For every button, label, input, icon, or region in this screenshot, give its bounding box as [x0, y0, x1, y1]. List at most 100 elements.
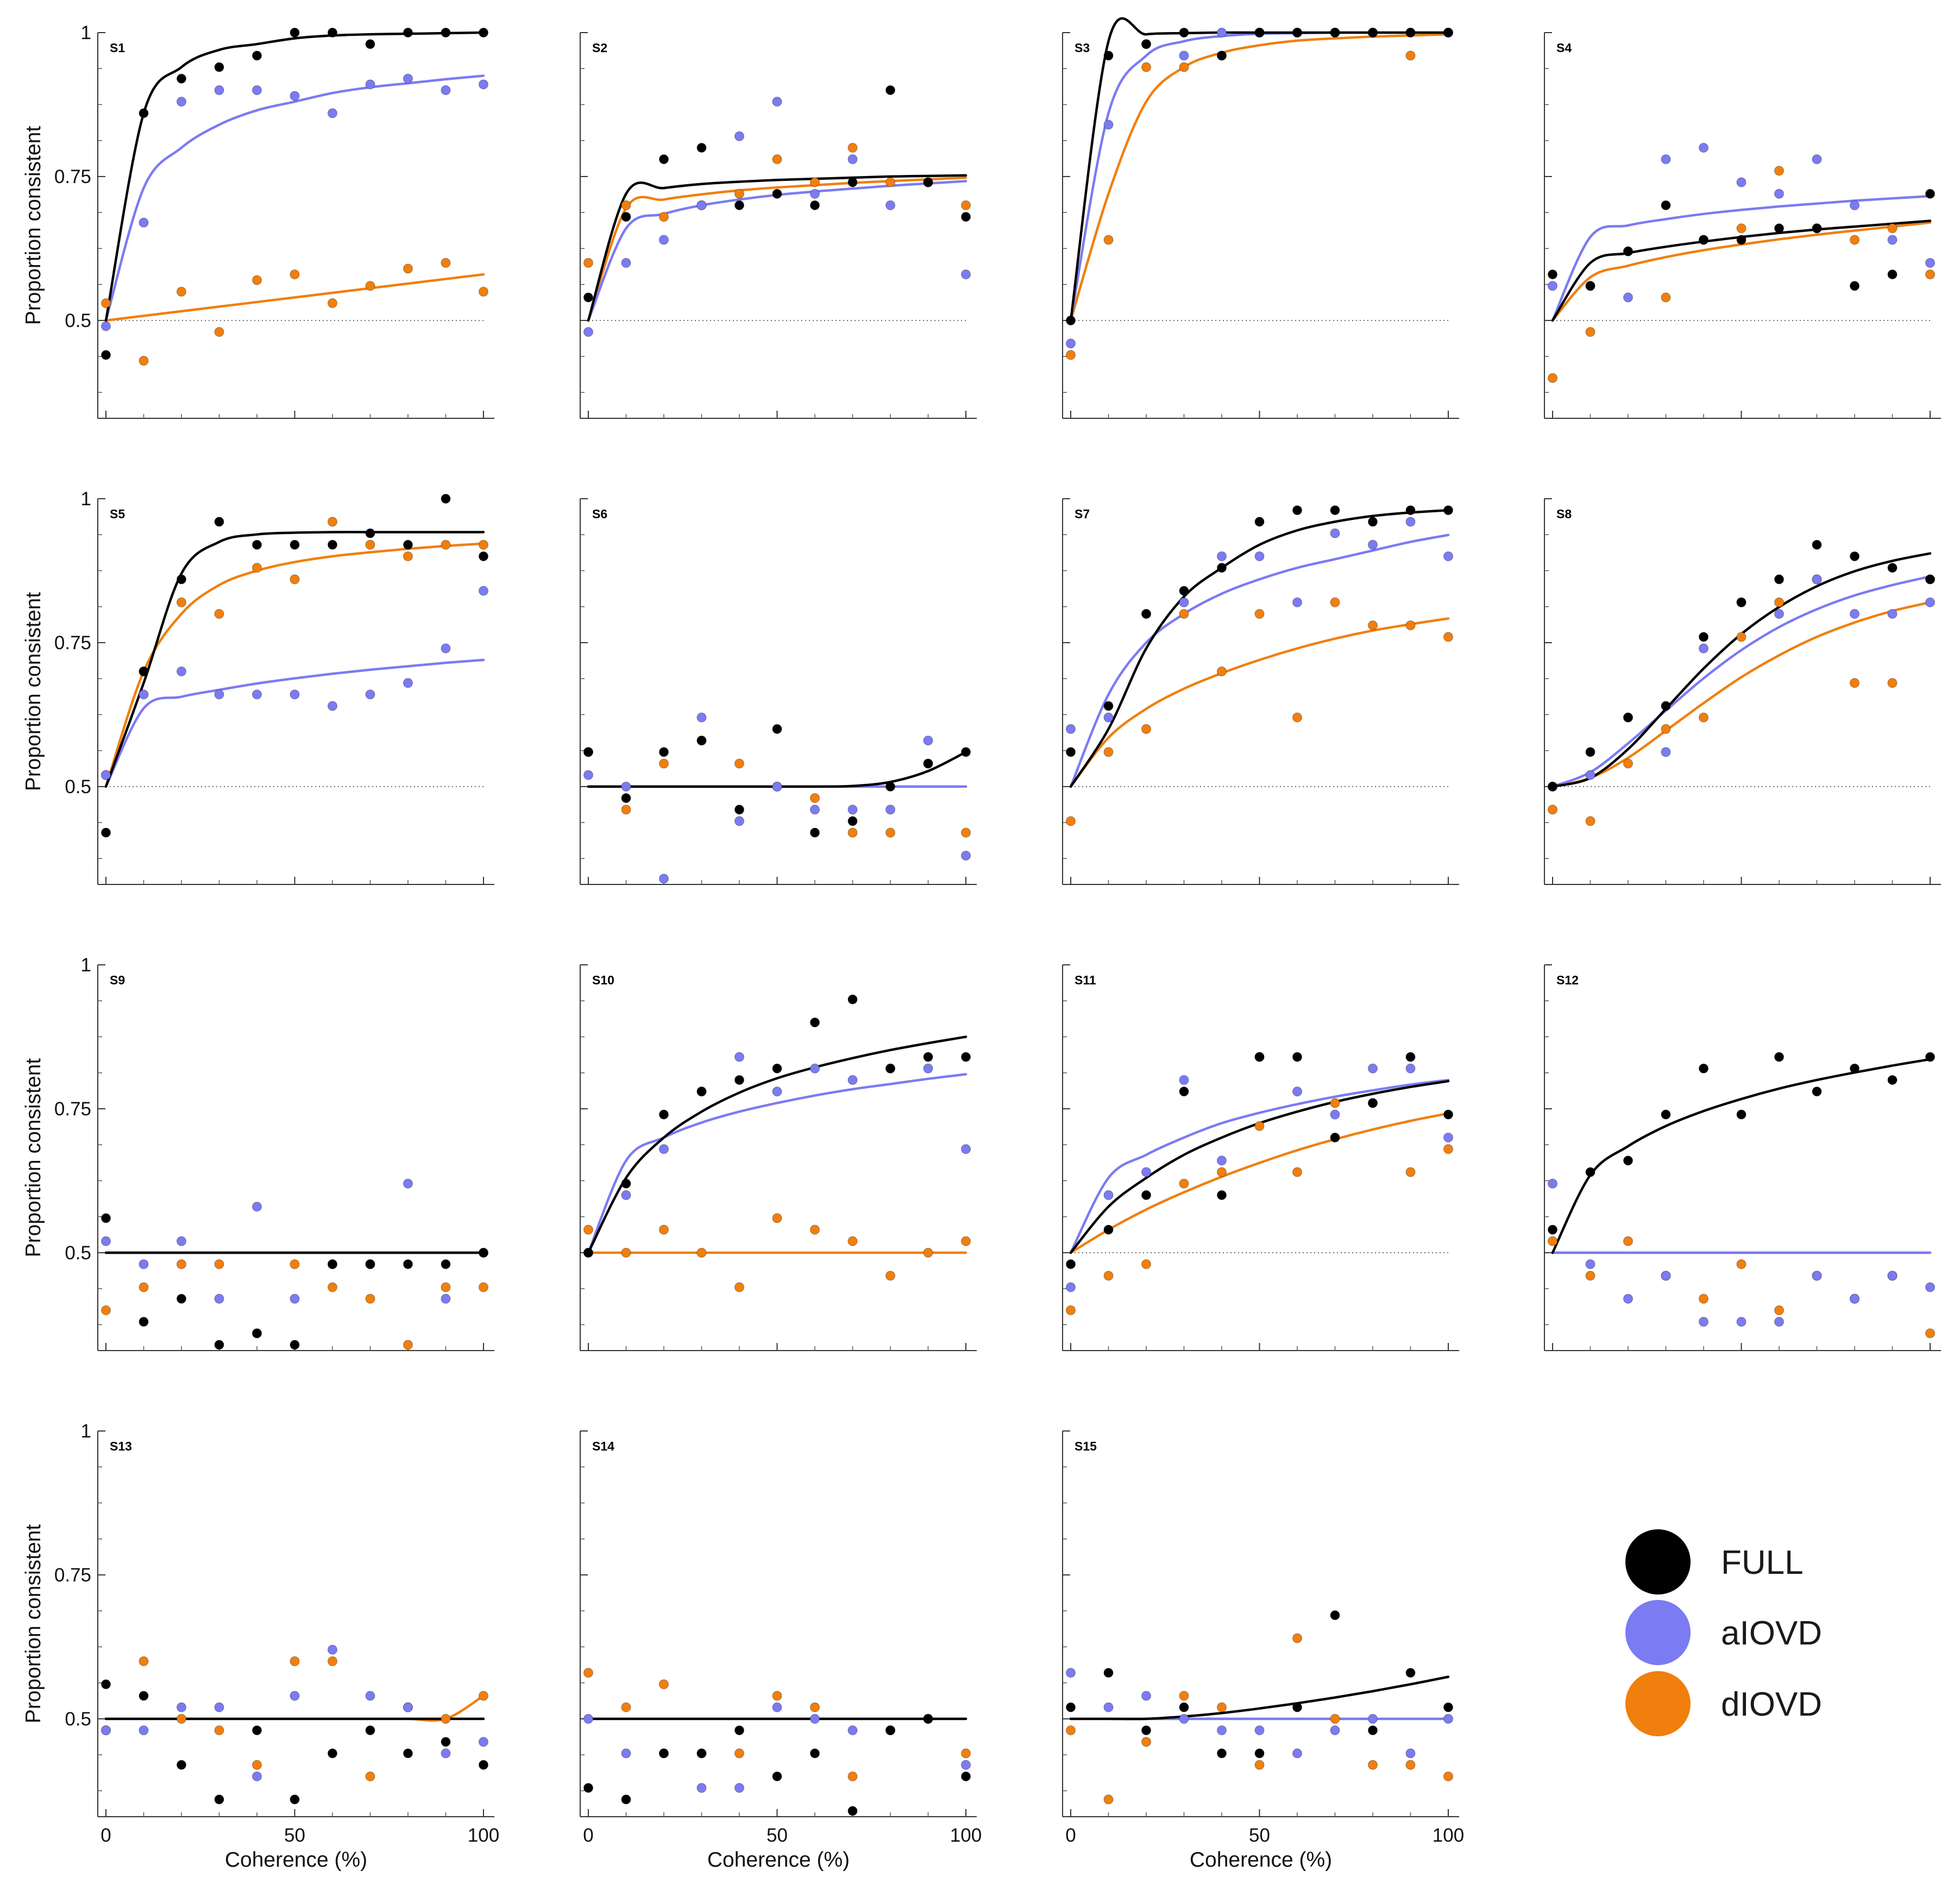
- data-point-aiovd: [847, 1725, 858, 1736]
- data-point-full: [441, 1259, 451, 1270]
- data-point-aiovd: [1179, 597, 1189, 607]
- panel-label: S11: [1075, 973, 1096, 987]
- panel-label: S1: [110, 41, 125, 55]
- data-point-full: [1405, 28, 1416, 37]
- data-point-full: [365, 1259, 375, 1270]
- data-point-full: [1217, 1748, 1227, 1759]
- data-point-diovd: [734, 1748, 744, 1759]
- panel-label: S4: [1556, 41, 1572, 55]
- y-tick-label: 0.75: [54, 1565, 91, 1586]
- data-point-diovd: [214, 327, 224, 337]
- data-point-aiovd: [1254, 1725, 1265, 1736]
- panel-label: S7: [1075, 507, 1090, 521]
- data-point-aiovd: [1368, 539, 1378, 550]
- data-point-diovd: [365, 1771, 375, 1781]
- data-point-diovd: [583, 1668, 593, 1678]
- data-point-diovd: [1887, 223, 1898, 234]
- panel-s5: 0.5 0.75 1 Proportion consistent S5: [22, 488, 494, 885]
- data-point-diovd: [1774, 166, 1784, 176]
- fit-line-diovd: [104, 273, 485, 322]
- data-point-diovd: [328, 517, 337, 527]
- data-point-full: [734, 1075, 744, 1085]
- data-point-full: [252, 51, 262, 61]
- data-point-aiovd: [1925, 597, 1935, 607]
- data-point-full: [1217, 51, 1227, 61]
- data-point-aiovd: [1368, 1063, 1378, 1074]
- data-point-diovd: [441, 1282, 451, 1292]
- y-axis-title: Proportion consistent: [22, 1058, 45, 1258]
- fit-line-full: [587, 1035, 968, 1254]
- panel-label: S14: [592, 1439, 614, 1453]
- data-point-full: [734, 200, 744, 210]
- fit-line-full: [1069, 17, 1450, 322]
- data-point-diovd: [1887, 678, 1898, 688]
- data-point-aiovd: [1736, 1317, 1747, 1327]
- data-point-full: [696, 736, 707, 746]
- data-point-diovd: [1254, 608, 1265, 619]
- data-point-diovd: [1292, 1167, 1302, 1177]
- fit-line-full: [587, 751, 968, 788]
- data-point-aiovd: [1405, 1748, 1416, 1759]
- data-point-full: [810, 827, 820, 838]
- fit-line-diovd: [1069, 1112, 1450, 1254]
- data-point-diovd: [810, 1702, 820, 1712]
- data-point-aiovd: [885, 805, 895, 815]
- data-point-aiovd: [961, 269, 971, 280]
- data-point-full: [1103, 1668, 1114, 1678]
- data-point-full: [772, 724, 782, 734]
- data-point-aiovd: [583, 327, 593, 337]
- panel-s7: S7: [1062, 498, 1459, 885]
- data-point-full: [1736, 1109, 1747, 1120]
- data-point-diovd: [1179, 1691, 1189, 1701]
- fit-line-full: [1551, 552, 1932, 788]
- data-point-diovd: [1066, 816, 1076, 826]
- data-point-full: [1623, 712, 1633, 723]
- data-point-diovd: [885, 1271, 895, 1281]
- data-point-diovd: [177, 286, 186, 297]
- y-tick-label: 1: [81, 1421, 91, 1442]
- data-point-aiovd: [772, 781, 782, 792]
- data-point-aiovd: [1141, 1167, 1151, 1177]
- data-point-diovd: [1623, 758, 1633, 769]
- data-point-diovd: [885, 827, 895, 838]
- data-point-diovd: [1548, 805, 1557, 815]
- data-point-diovd: [328, 298, 337, 309]
- data-point-diovd: [328, 1656, 337, 1666]
- data-point-aiovd: [1141, 1691, 1151, 1701]
- data-point-diovd: [1405, 1760, 1416, 1770]
- data-point-aiovd: [1254, 551, 1265, 561]
- data-point-full: [403, 28, 413, 37]
- panel-label: S10: [592, 973, 614, 987]
- data-point-full: [177, 1294, 186, 1304]
- data-point-aiovd: [696, 200, 707, 210]
- data-point-full: [1217, 1190, 1227, 1200]
- data-point-diovd: [1066, 350, 1076, 360]
- data-point-diovd: [214, 1725, 224, 1736]
- data-point-full: [1254, 28, 1265, 37]
- y-tick-label: 0.5: [65, 1242, 91, 1264]
- data-point-diovd: [101, 1305, 111, 1315]
- data-point-diovd: [1699, 712, 1708, 723]
- data-point-aiovd: [810, 805, 820, 815]
- data-point-diovd: [621, 805, 631, 815]
- data-point-aiovd: [403, 1178, 413, 1189]
- data-point-aiovd: [1623, 292, 1633, 303]
- legend-label-diovd: dIOVD: [1721, 1686, 1822, 1723]
- data-point-aiovd: [1548, 281, 1557, 291]
- data-point-aiovd: [1330, 528, 1340, 538]
- data-point-diovd: [1217, 1167, 1227, 1177]
- data-point-aiovd: [1217, 1725, 1227, 1736]
- data-point-full: [1585, 281, 1595, 291]
- panel-s13: 0.5 0.75 1 Proportion consistent 0 50 100 Coher…: [22, 1421, 499, 1872]
- y-tick-label: 1: [81, 488, 91, 510]
- data-point-full: [923, 1713, 933, 1724]
- data-point-diovd: [810, 793, 820, 803]
- panel-label: S13: [110, 1439, 132, 1453]
- panel-s14: 0 50 100 Coherence (%) S14: [580, 1430, 982, 1872]
- data-point-aiovd: [659, 1144, 669, 1154]
- data-point-full: [214, 1794, 224, 1805]
- data-point-full: [810, 1017, 820, 1027]
- data-point-full: [1585, 747, 1595, 757]
- data-point-aiovd: [1066, 1668, 1076, 1678]
- data-point-diovd: [1254, 1121, 1265, 1131]
